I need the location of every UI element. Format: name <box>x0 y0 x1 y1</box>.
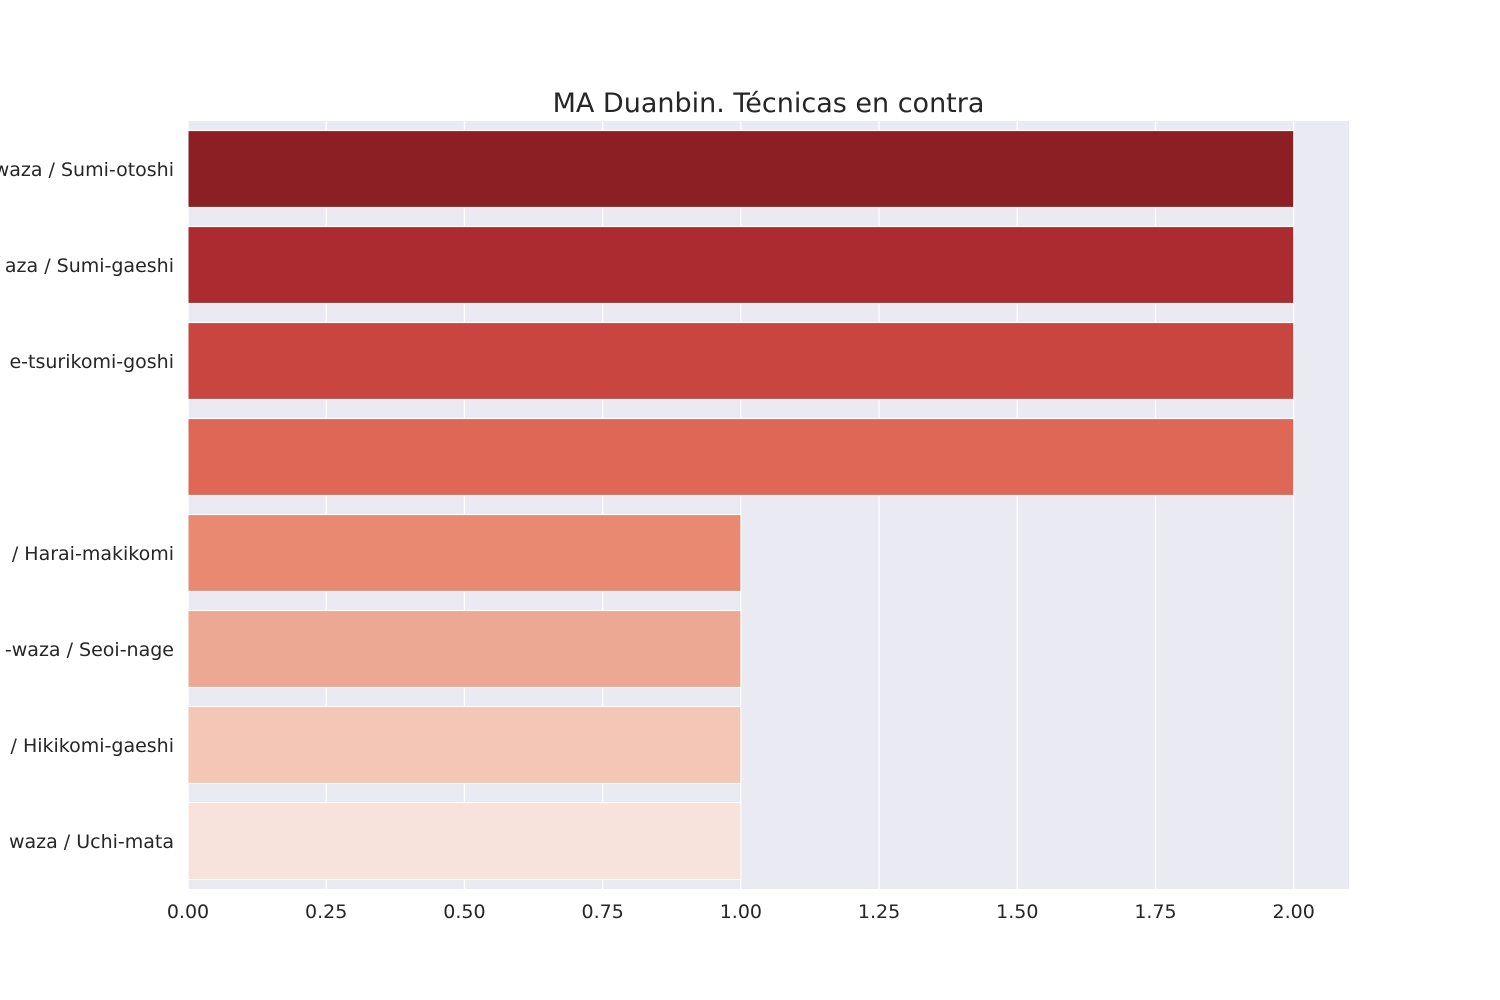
y-tick-label: waza / Uchi-mata <box>9 831 174 853</box>
y-axis-labels: waza / Sumi-otoshi aza / Sumi-gaeshi e-tsu… <box>0 159 174 853</box>
x-tick-label: 1.00 <box>720 901 762 923</box>
x-axis-labels: 0.00 0.25 0.50 0.75 1.00 1.25 1.50 1.75 2.00 <box>167 901 1315 923</box>
x-tick-label: 0.25 <box>305 901 347 923</box>
y-tick-label: / Harai-makikomi <box>12 543 174 565</box>
x-tick-label: 0.00 <box>167 901 209 923</box>
bar <box>187 130 1295 208</box>
x-tick-label: 1.75 <box>1134 901 1176 923</box>
x-tick-label: 0.75 <box>581 901 623 923</box>
y-tick-label: waza / Sumi-otoshi <box>0 159 174 181</box>
chart-title: MA Duanbin. Técnicas en contra <box>553 88 985 119</box>
y-tick-label: e-tsurikomi-goshi <box>9 351 174 373</box>
bar <box>187 322 1295 400</box>
y-tick-label: -waza / Seoi-nage <box>5 639 174 661</box>
y-tick-label: aza / Sumi-gaeshi <box>5 255 174 277</box>
bars <box>187 130 1295 880</box>
bar <box>187 610 742 688</box>
bar <box>187 226 1295 304</box>
x-tick-label: 2.00 <box>1273 901 1315 923</box>
bar <box>187 706 742 784</box>
bar <box>187 802 742 880</box>
x-tick-label: 1.50 <box>996 901 1038 923</box>
bar <box>187 514 742 592</box>
x-tick-label: 1.25 <box>858 901 900 923</box>
y-tick-label: / Hikikomi-gaeshi <box>11 735 175 757</box>
x-tick-label: 0.50 <box>443 901 485 923</box>
bar <box>187 418 1295 496</box>
